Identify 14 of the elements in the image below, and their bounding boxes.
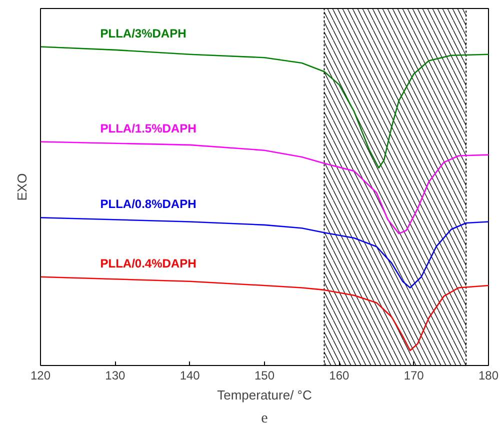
- x-tick-label: 180: [478, 368, 499, 382]
- series-label: PLLA/3%DAPH: [100, 26, 186, 40]
- series-label: PLLA/0.8%DAPH: [100, 197, 196, 212]
- x-tick-label: 140: [180, 368, 200, 382]
- x-tick-label: 150: [254, 368, 275, 382]
- y-axis-title: EXO: [14, 173, 30, 201]
- x-tick-label: 120: [30, 368, 51, 382]
- x-tick-label: 130: [105, 368, 126, 382]
- x-tick-label: 160: [329, 368, 350, 382]
- text: e: [261, 410, 268, 426]
- series-label: PLLA/0.4%DAPH: [100, 256, 196, 271]
- series-label: PLLA/1.5%DAPH: [100, 121, 196, 136]
- x-axis-title: Temperature/ °C: [217, 388, 312, 402]
- x-tick-label: 170: [404, 368, 424, 382]
